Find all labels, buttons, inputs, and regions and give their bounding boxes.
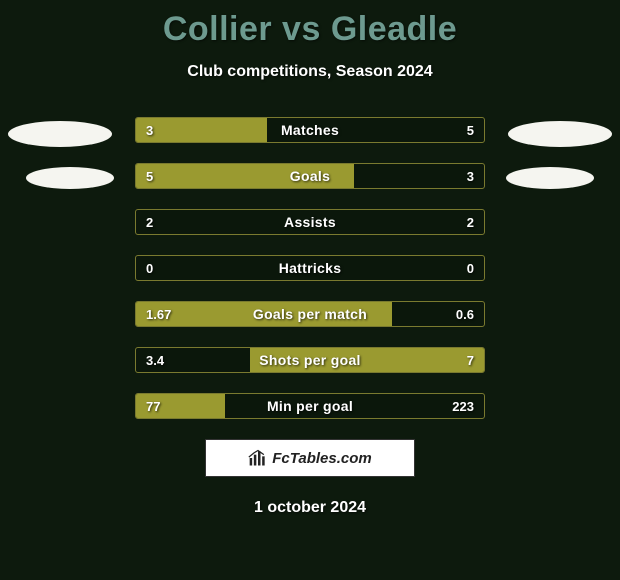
stat-row: 3.4Shots per goal7 (135, 347, 485, 373)
stat-label: Shots per goal (136, 348, 484, 372)
stat-row: 1.67Goals per match0.6 (135, 301, 485, 327)
stat-label: Hattricks (136, 256, 484, 280)
stat-value-right: 7 (457, 348, 484, 372)
stat-row: 2Assists2 (135, 209, 485, 235)
page-subtitle: Club competitions, Season 2024 (0, 63, 620, 81)
stat-label: Assists (136, 210, 484, 234)
stat-value-right: 0 (457, 256, 484, 280)
source-badge: FcTables.com (205, 439, 415, 477)
stat-value-right: 3 (457, 164, 484, 188)
source-badge-text: FcTables.com (272, 450, 371, 467)
stat-label: Goals per match (136, 302, 484, 326)
stat-label: Min per goal (136, 394, 484, 418)
player-right-badge-2 (506, 167, 594, 189)
stat-row: 0Hattricks0 (135, 255, 485, 281)
stat-row: 77Min per goal223 (135, 393, 485, 419)
comparison-chart: 3Matches55Goals32Assists20Hattricks01.67… (0, 117, 620, 419)
stat-value-right: 5 (457, 118, 484, 142)
stat-value-right: 223 (442, 394, 484, 418)
player-left-badge-2 (26, 167, 114, 189)
stat-rows: 3Matches55Goals32Assists20Hattricks01.67… (135, 117, 485, 419)
player-left-badge-1 (8, 121, 112, 147)
date-caption: 1 october 2024 (0, 499, 620, 517)
player-right-badge-1 (508, 121, 612, 147)
page-title: Collier vs Gleadle (0, 0, 620, 49)
stat-row: 3Matches5 (135, 117, 485, 143)
stat-value-right: 0.6 (446, 302, 484, 326)
stat-label: Goals (136, 164, 484, 188)
stat-label: Matches (136, 118, 484, 142)
chart-bars-icon (248, 448, 268, 468)
stat-value-right: 2 (457, 210, 484, 234)
stat-row: 5Goals3 (135, 163, 485, 189)
